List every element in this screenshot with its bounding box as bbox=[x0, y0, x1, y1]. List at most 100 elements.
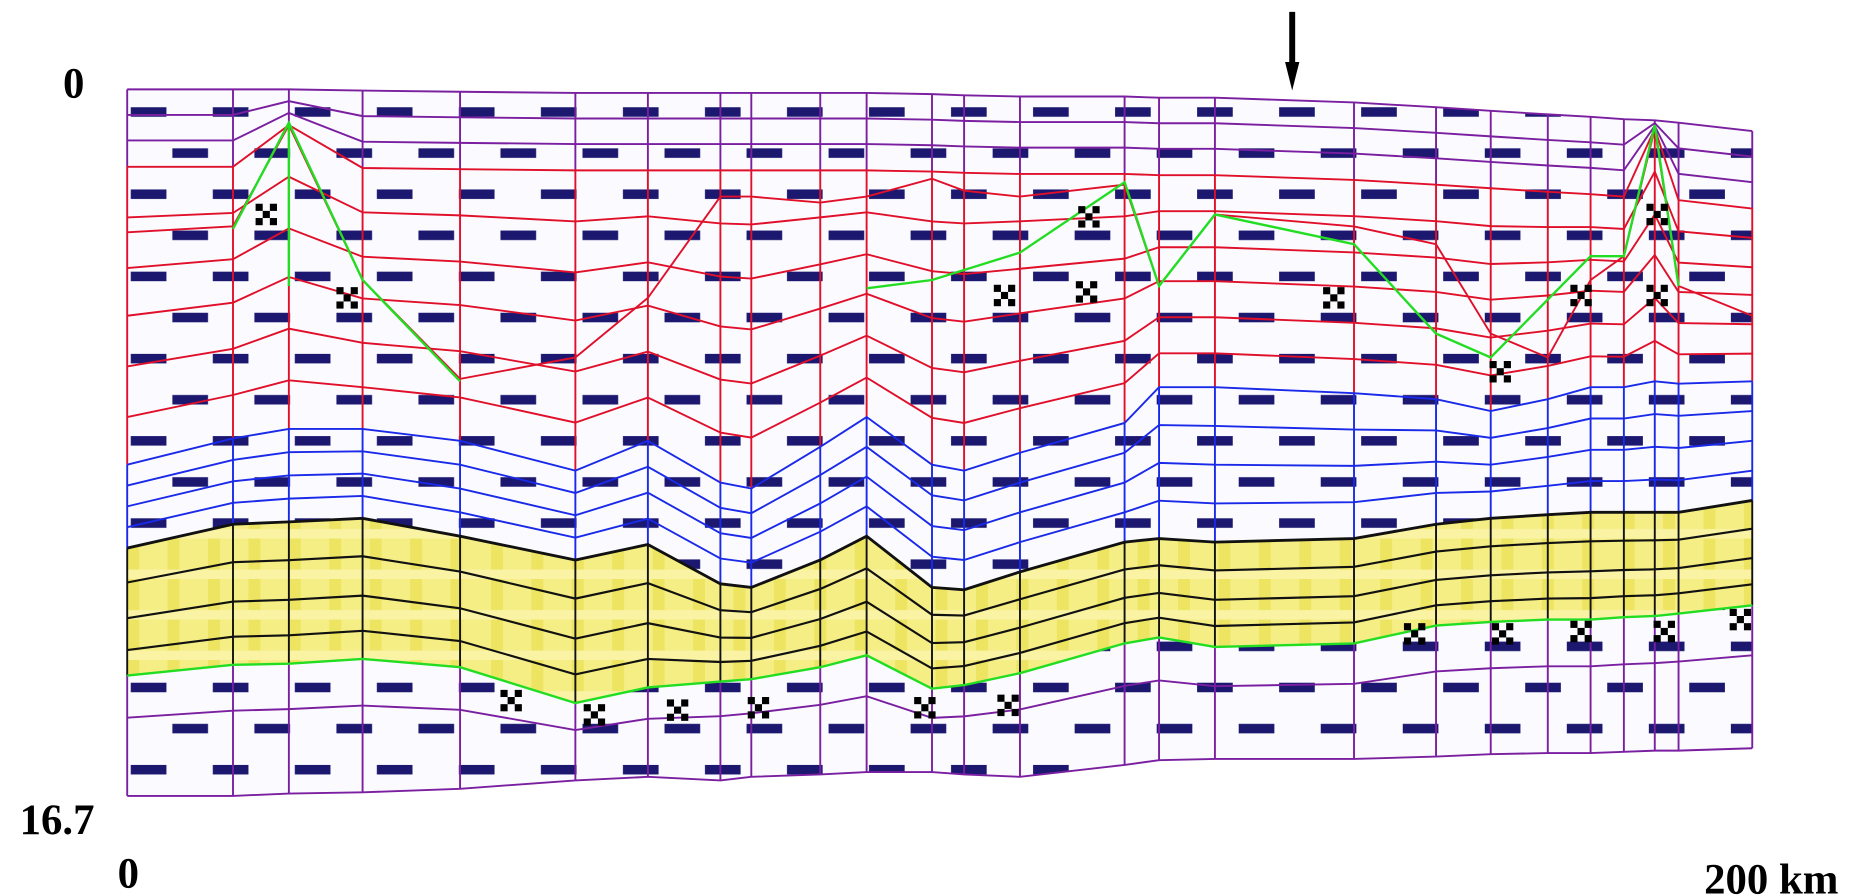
cross-symbol bbox=[667, 714, 674, 721]
cross-symbol bbox=[1570, 285, 1577, 292]
cross-symbol bbox=[921, 704, 928, 711]
cross-symbol bbox=[1008, 285, 1015, 292]
depth-bottom-label: 16.7 bbox=[20, 797, 95, 844]
cross-symbol bbox=[1570, 299, 1577, 306]
cross-symbol bbox=[1578, 628, 1585, 635]
cross-symbol bbox=[1585, 299, 1592, 306]
cross-symbol bbox=[1744, 623, 1751, 630]
cross-symbol bbox=[674, 707, 681, 714]
cross-symbol bbox=[351, 301, 358, 308]
distance-start-label: 0 bbox=[118, 851, 139, 896]
cross-symbol bbox=[1492, 637, 1499, 644]
cross-symbol bbox=[591, 711, 598, 718]
cross-symbol bbox=[1661, 285, 1668, 292]
cross-symbol bbox=[1078, 206, 1085, 213]
cross-symbol bbox=[1092, 220, 1099, 227]
cross-symbol bbox=[263, 211, 270, 218]
cross-symbol bbox=[1661, 628, 1668, 635]
cross-symbol bbox=[1497, 368, 1504, 375]
cross-symbol bbox=[997, 709, 1004, 716]
cross-symbol bbox=[1090, 281, 1097, 288]
cross-symbol bbox=[762, 697, 769, 704]
cross-symbol bbox=[500, 690, 507, 697]
cross-symbol bbox=[1646, 285, 1653, 292]
cross-symbol bbox=[928, 711, 935, 718]
cross-symbol bbox=[1506, 623, 1513, 630]
cross-symbol bbox=[584, 718, 591, 725]
cross-symbol bbox=[515, 690, 522, 697]
cross-symbol bbox=[1337, 301, 1344, 308]
cross-symbol bbox=[1337, 287, 1344, 294]
cross-symbol bbox=[1012, 709, 1019, 716]
cross-symbol bbox=[1737, 616, 1744, 623]
cross-symbol bbox=[1504, 361, 1511, 368]
cross-symbol bbox=[598, 718, 605, 725]
cross-symbol bbox=[1418, 623, 1425, 630]
cross-symbol bbox=[1668, 635, 1675, 642]
cross-symbol bbox=[1585, 621, 1592, 628]
cross-symbol bbox=[344, 294, 351, 301]
cross-symbol bbox=[1585, 285, 1592, 292]
page: 0 16.7 0 200 km (() => { const data = JS… bbox=[0, 0, 1864, 896]
depth-top-label: 0 bbox=[63, 61, 84, 108]
cross-symbol bbox=[748, 697, 755, 704]
cross-symbol bbox=[1585, 635, 1592, 642]
cross-symbol bbox=[928, 697, 935, 704]
cross-symbol bbox=[1076, 295, 1083, 302]
cross-symbol bbox=[584, 704, 591, 711]
cross-symbol bbox=[1499, 630, 1506, 637]
cross-symbol bbox=[1092, 206, 1099, 213]
cross-symbol bbox=[1646, 299, 1653, 306]
cross-symbol bbox=[1654, 635, 1661, 642]
cross-symbol bbox=[1083, 288, 1090, 295]
cross-symbol bbox=[1085, 213, 1092, 220]
cross-symbol bbox=[1506, 637, 1513, 644]
cross-symbol bbox=[1330, 294, 1337, 301]
cross-symbol bbox=[1570, 635, 1577, 642]
cross-symbol bbox=[515, 704, 522, 711]
cross-symbol bbox=[762, 711, 769, 718]
cross-symbol bbox=[914, 711, 921, 718]
cross-symbol bbox=[681, 714, 688, 721]
cross-symbol bbox=[1005, 702, 1012, 709]
cross-symbol bbox=[1570, 621, 1577, 628]
cross-symbol bbox=[1661, 204, 1668, 211]
cross-symbol bbox=[1411, 630, 1418, 637]
cross-symbol bbox=[1078, 220, 1085, 227]
cross-symbol bbox=[667, 699, 674, 706]
layers bbox=[0, 0, 1864, 896]
cross-symbol bbox=[1008, 299, 1015, 306]
cross-symbol bbox=[598, 704, 605, 711]
cross-symbol bbox=[1654, 292, 1661, 299]
cross-symbol bbox=[256, 218, 263, 225]
cross-symbol bbox=[1646, 204, 1653, 211]
cross-symbol bbox=[1654, 211, 1661, 218]
cross-symbol bbox=[994, 299, 1001, 306]
cross-symbol bbox=[1661, 299, 1668, 306]
cross-symbol bbox=[336, 301, 343, 308]
cross-symbol bbox=[681, 699, 688, 706]
cross-symbol bbox=[508, 697, 515, 704]
cross-symbol bbox=[1492, 623, 1499, 630]
cross-symbol bbox=[1490, 375, 1497, 382]
cross-symbol bbox=[755, 704, 762, 711]
cross-symbol bbox=[914, 697, 921, 704]
cross-symbol bbox=[351, 287, 358, 294]
cross-symbol bbox=[1076, 281, 1083, 288]
cross-symbol bbox=[1646, 218, 1653, 225]
cross-symbol bbox=[1661, 218, 1668, 225]
cross-symbol bbox=[1490, 361, 1497, 368]
cross-symbol bbox=[994, 285, 1001, 292]
cross-symbol bbox=[1668, 621, 1675, 628]
cross-symbol bbox=[1744, 609, 1751, 616]
cross-symbol bbox=[336, 287, 343, 294]
cross-symbol bbox=[997, 695, 1004, 702]
cross-symbol bbox=[1504, 375, 1511, 382]
cross-symbol bbox=[748, 711, 755, 718]
cross-symbol bbox=[270, 218, 277, 225]
distance-end-label: 200 km bbox=[1704, 857, 1838, 896]
cross-symbol bbox=[1001, 292, 1008, 299]
cross-symbol bbox=[500, 704, 507, 711]
cross-symbol bbox=[256, 204, 263, 211]
cross-section: 0 16.7 0 200 km bbox=[0, 0, 1864, 896]
